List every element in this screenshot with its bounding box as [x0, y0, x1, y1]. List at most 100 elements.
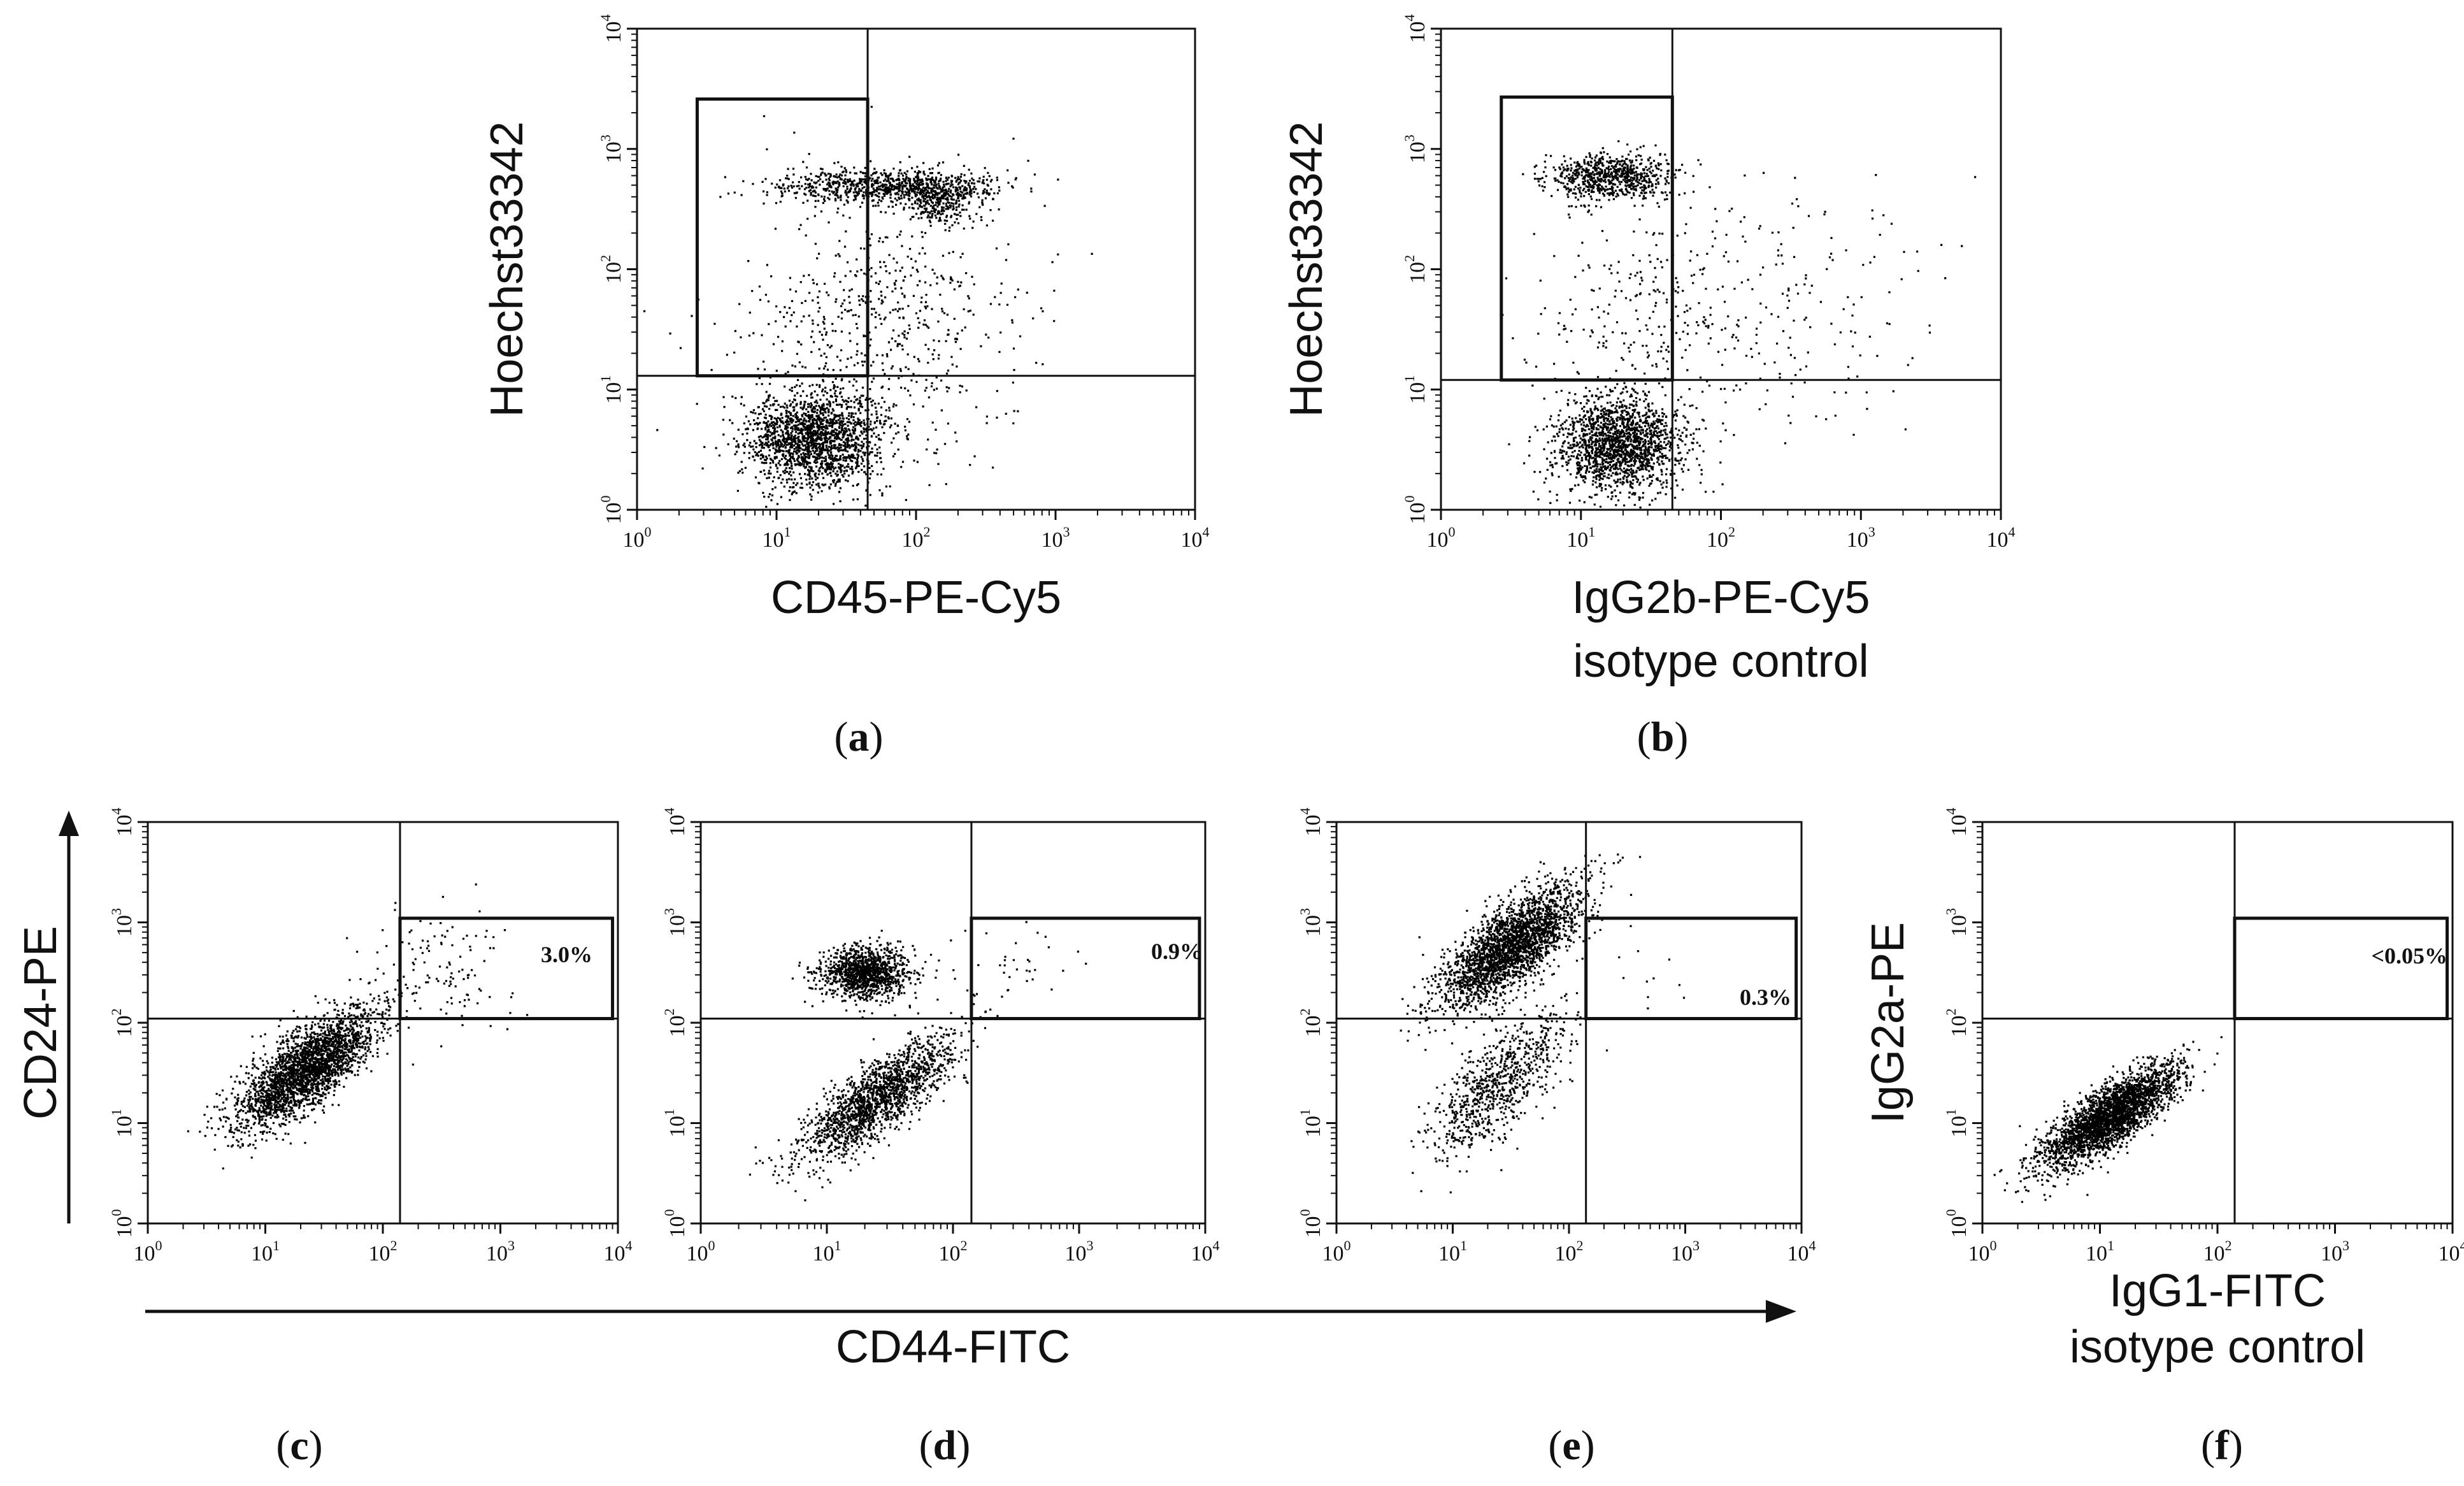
- x-tick-label-f: 103: [2321, 1237, 2349, 1266]
- x-tick-label-b: 102: [1707, 524, 1735, 552]
- scatter-cluster-d-2: [749, 989, 1009, 1202]
- x-tick-base-e: 10: [1322, 1242, 1344, 1266]
- x-tick-exponent-a: 1: [784, 524, 791, 540]
- x-tick-label-d: 104: [1191, 1237, 1220, 1266]
- x-tick-exponent-f: 4: [2460, 1237, 2464, 1253]
- gate-region-e: [1584, 916, 1798, 1020]
- x-tick-label-d: 101: [813, 1237, 842, 1266]
- scatter-dots-d-3: [935, 921, 1087, 1011]
- y-tick-label-e: 103: [1297, 908, 1325, 937]
- y-tick-base-a: 10: [602, 382, 626, 404]
- y-tick-label-b: 101: [1401, 375, 1429, 404]
- x-tick-base-d: 10: [939, 1242, 961, 1266]
- y-tick-exponent-f: 3: [1943, 908, 1959, 915]
- y-tick-exponent-e: 0: [1297, 1209, 1313, 1216]
- x-tick-label-b: 101: [1566, 524, 1595, 552]
- y-tick-label-b: 104: [1401, 15, 1429, 43]
- x-tick-exponent-d: 1: [834, 1237, 842, 1253]
- scatter-cluster-d-3: [935, 921, 1087, 1011]
- x-tick-base-a: 10: [1181, 528, 1203, 552]
- x-tick-base-d: 10: [687, 1242, 708, 1266]
- x-tick-label-a: 101: [763, 524, 791, 552]
- x-tick-label-a: 104: [1181, 524, 1210, 552]
- gate-label-e: 0.3%: [1740, 985, 1791, 1010]
- y-tick-base-e: 10: [1301, 915, 1325, 937]
- y-tick-exponent-b: 1: [1401, 375, 1417, 382]
- y-tick-exponent-a: 3: [598, 134, 613, 141]
- y-axis-arrowhead-icon: [59, 811, 79, 836]
- panel-label-a: (a): [834, 714, 884, 760]
- scatter-cluster-b-2: [1522, 140, 1702, 212]
- scatter-cluster-b-1: [1508, 364, 1735, 509]
- x-axis-title-b: IgG2b-PE-Cy5: [1572, 572, 1870, 623]
- x-tick-label-a: 100: [623, 524, 652, 552]
- x-tick-label-c: 101: [251, 1237, 280, 1266]
- scatter-cluster-d-1: [791, 930, 940, 1019]
- x-tick-exponent-d: 2: [961, 1237, 968, 1253]
- x-tick-exponent-b: 0: [1449, 524, 1456, 540]
- x-tick-base-b: 10: [1427, 528, 1449, 552]
- y-tick-exponent-f: 0: [1943, 1209, 1959, 1216]
- y-tick-label-a: 104: [598, 15, 626, 43]
- x-axis-title-line2-b: isotype control: [1573, 636, 1868, 687]
- x-tick-label-f: 101: [2086, 1237, 2114, 1266]
- x-tick-base-e: 10: [1555, 1242, 1577, 1266]
- y-tick-base-a: 10: [602, 503, 626, 524]
- panel-letter-c: c: [290, 1422, 308, 1469]
- y-tick-label-a: 100: [598, 496, 626, 524]
- y-tick-exponent-b: 3: [1401, 134, 1417, 141]
- y-tick-exponent-f: 4: [1943, 808, 1959, 815]
- y-tick-exponent-b: 4: [1401, 15, 1417, 22]
- x-tick-label-f: 104: [2439, 1237, 2464, 1266]
- y-tick-label-b: 100: [1401, 496, 1429, 524]
- scatter-points-b: [1501, 140, 1977, 509]
- x-tick-exponent-e: 3: [1693, 1237, 1700, 1253]
- x-tick-exponent-f: 3: [2342, 1237, 2349, 1253]
- x-tick-label-c: 102: [369, 1237, 398, 1266]
- y-tick-label-f: 100: [1943, 1209, 1971, 1238]
- x-axis-title-a: CD45-PE-Cy5: [771, 572, 1061, 623]
- x-tick-exponent-a: 0: [645, 524, 652, 540]
- panel-letter-f: f: [2215, 1422, 2230, 1469]
- gate-region-a: [695, 97, 870, 378]
- x-tick-exponent-c: 1: [273, 1237, 280, 1253]
- x-tick-base-c: 10: [604, 1242, 626, 1266]
- x-tick-exponent-f: 0: [1990, 1237, 1997, 1253]
- gate-region-c: [398, 916, 615, 1020]
- gate-region-d: [970, 916, 1201, 1020]
- scatter-dots-a-2: [719, 153, 1059, 210]
- panel-label-b: (b): [1637, 714, 1689, 760]
- scatter-dots-d-2: [749, 989, 1009, 1202]
- panel-label-f: (f): [2201, 1422, 2243, 1469]
- x-axis-title-f: IgG1-FITC: [2109, 1266, 2326, 1316]
- scatter-dots-e-2: [1410, 981, 1608, 1194]
- x-tick-label-d: 102: [939, 1237, 968, 1266]
- x-tick-label-f: 102: [2203, 1237, 2232, 1266]
- x-axis-arrowhead-icon: [1766, 1300, 1796, 1323]
- x-tick-base-f: 10: [2086, 1242, 2107, 1266]
- x-tick-base-a: 10: [623, 528, 645, 552]
- x-tick-label-b: 100: [1427, 524, 1456, 552]
- y-tick-base-e: 10: [1301, 1116, 1325, 1137]
- y-tick-label-b: 103: [1401, 134, 1429, 163]
- x-tick-base-e: 10: [1438, 1242, 1460, 1266]
- scatter-cluster-e-2: [1410, 981, 1608, 1194]
- panel-letter-a: a: [849, 714, 870, 760]
- y-tick-label-c: 101: [108, 1109, 136, 1137]
- y-axis-title-f: IgG2a-PE: [1863, 922, 1914, 1123]
- x-tick-exponent-e: 0: [1344, 1237, 1351, 1253]
- x-tick-exponent-b: 1: [1588, 524, 1595, 540]
- panel-letter-b: b: [1651, 714, 1675, 760]
- scatter-cluster-e-1: [1400, 853, 1642, 1051]
- x-tick-base-f: 10: [2203, 1242, 2225, 1266]
- x-tick-exponent-d: 0: [708, 1237, 715, 1253]
- panel-label-e: (e): [1548, 1422, 1594, 1469]
